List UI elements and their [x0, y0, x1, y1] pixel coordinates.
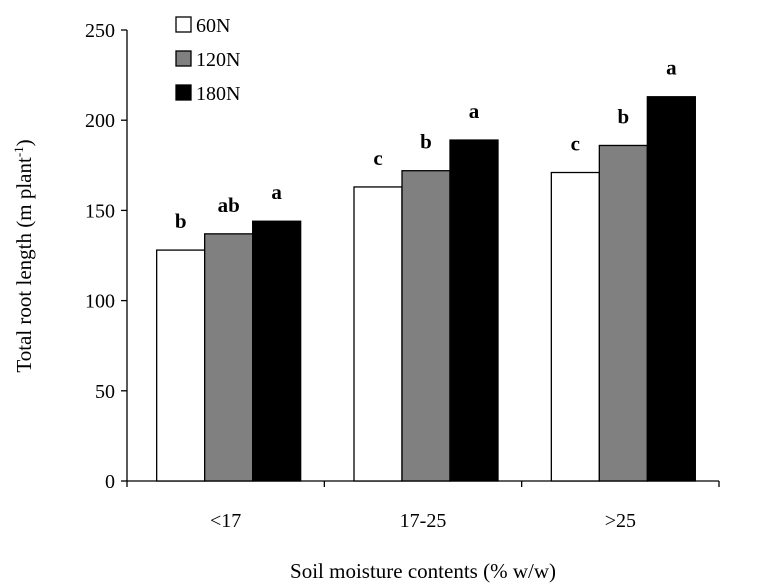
legend-swatch-60N — [175, 16, 192, 33]
x-category-label: 17-25 — [400, 510, 447, 532]
significance-letter: b — [617, 104, 629, 128]
bars — [156, 96, 696, 482]
legend-swatch-180N — [175, 84, 192, 101]
significance-letter: c — [571, 132, 580, 156]
significance-letter: a — [469, 99, 480, 123]
bar-60N-<17 — [156, 249, 206, 482]
bar-120N->25 — [598, 144, 648, 482]
significance-letter: c — [373, 146, 382, 170]
bar-120N-<17 — [204, 233, 254, 482]
legend: 60N 120N 180N — [175, 15, 240, 105]
y-axis-title: Total root length (m plant-1) — [11, 139, 36, 372]
y-axis: 0 50 100 150 200 250 — [85, 20, 128, 493]
significance-letter: ab — [218, 193, 240, 217]
bar-180N-<17 — [252, 220, 302, 482]
bar-60N->25 — [550, 171, 600, 482]
legend-label: 180N — [196, 83, 240, 105]
y-tick-label: 50 — [95, 381, 115, 403]
bar-180N-17-25 — [449, 139, 499, 482]
significance-letter: b — [175, 209, 187, 233]
significance-letter: a — [271, 180, 282, 204]
legend-label: 60N — [196, 15, 230, 37]
significance-letters: b ab a c b a c b a — [175, 56, 677, 233]
legend-label: 120N — [196, 49, 240, 71]
y-tick-label: 250 — [85, 20, 115, 42]
x-axis-title: Soil moisture contents (% w/w) — [290, 559, 556, 583]
y-tick-label: 150 — [85, 200, 115, 222]
bar-120N-17-25 — [401, 170, 451, 482]
legend-swatch-120N — [175, 50, 192, 67]
y-tick-label: 100 — [85, 291, 115, 313]
y-tick-label: 200 — [85, 110, 115, 132]
y-tick-label: 0 — [105, 471, 115, 493]
bar-180N->25 — [646, 96, 696, 482]
x-category-label: >25 — [605, 510, 636, 532]
x-axis: <17 17-25 >25 — [126, 480, 720, 532]
significance-letter: b — [420, 130, 432, 154]
bar-60N-17-25 — [353, 186, 403, 482]
significance-letter: a — [666, 56, 677, 80]
x-category-label: <17 — [210, 510, 241, 532]
